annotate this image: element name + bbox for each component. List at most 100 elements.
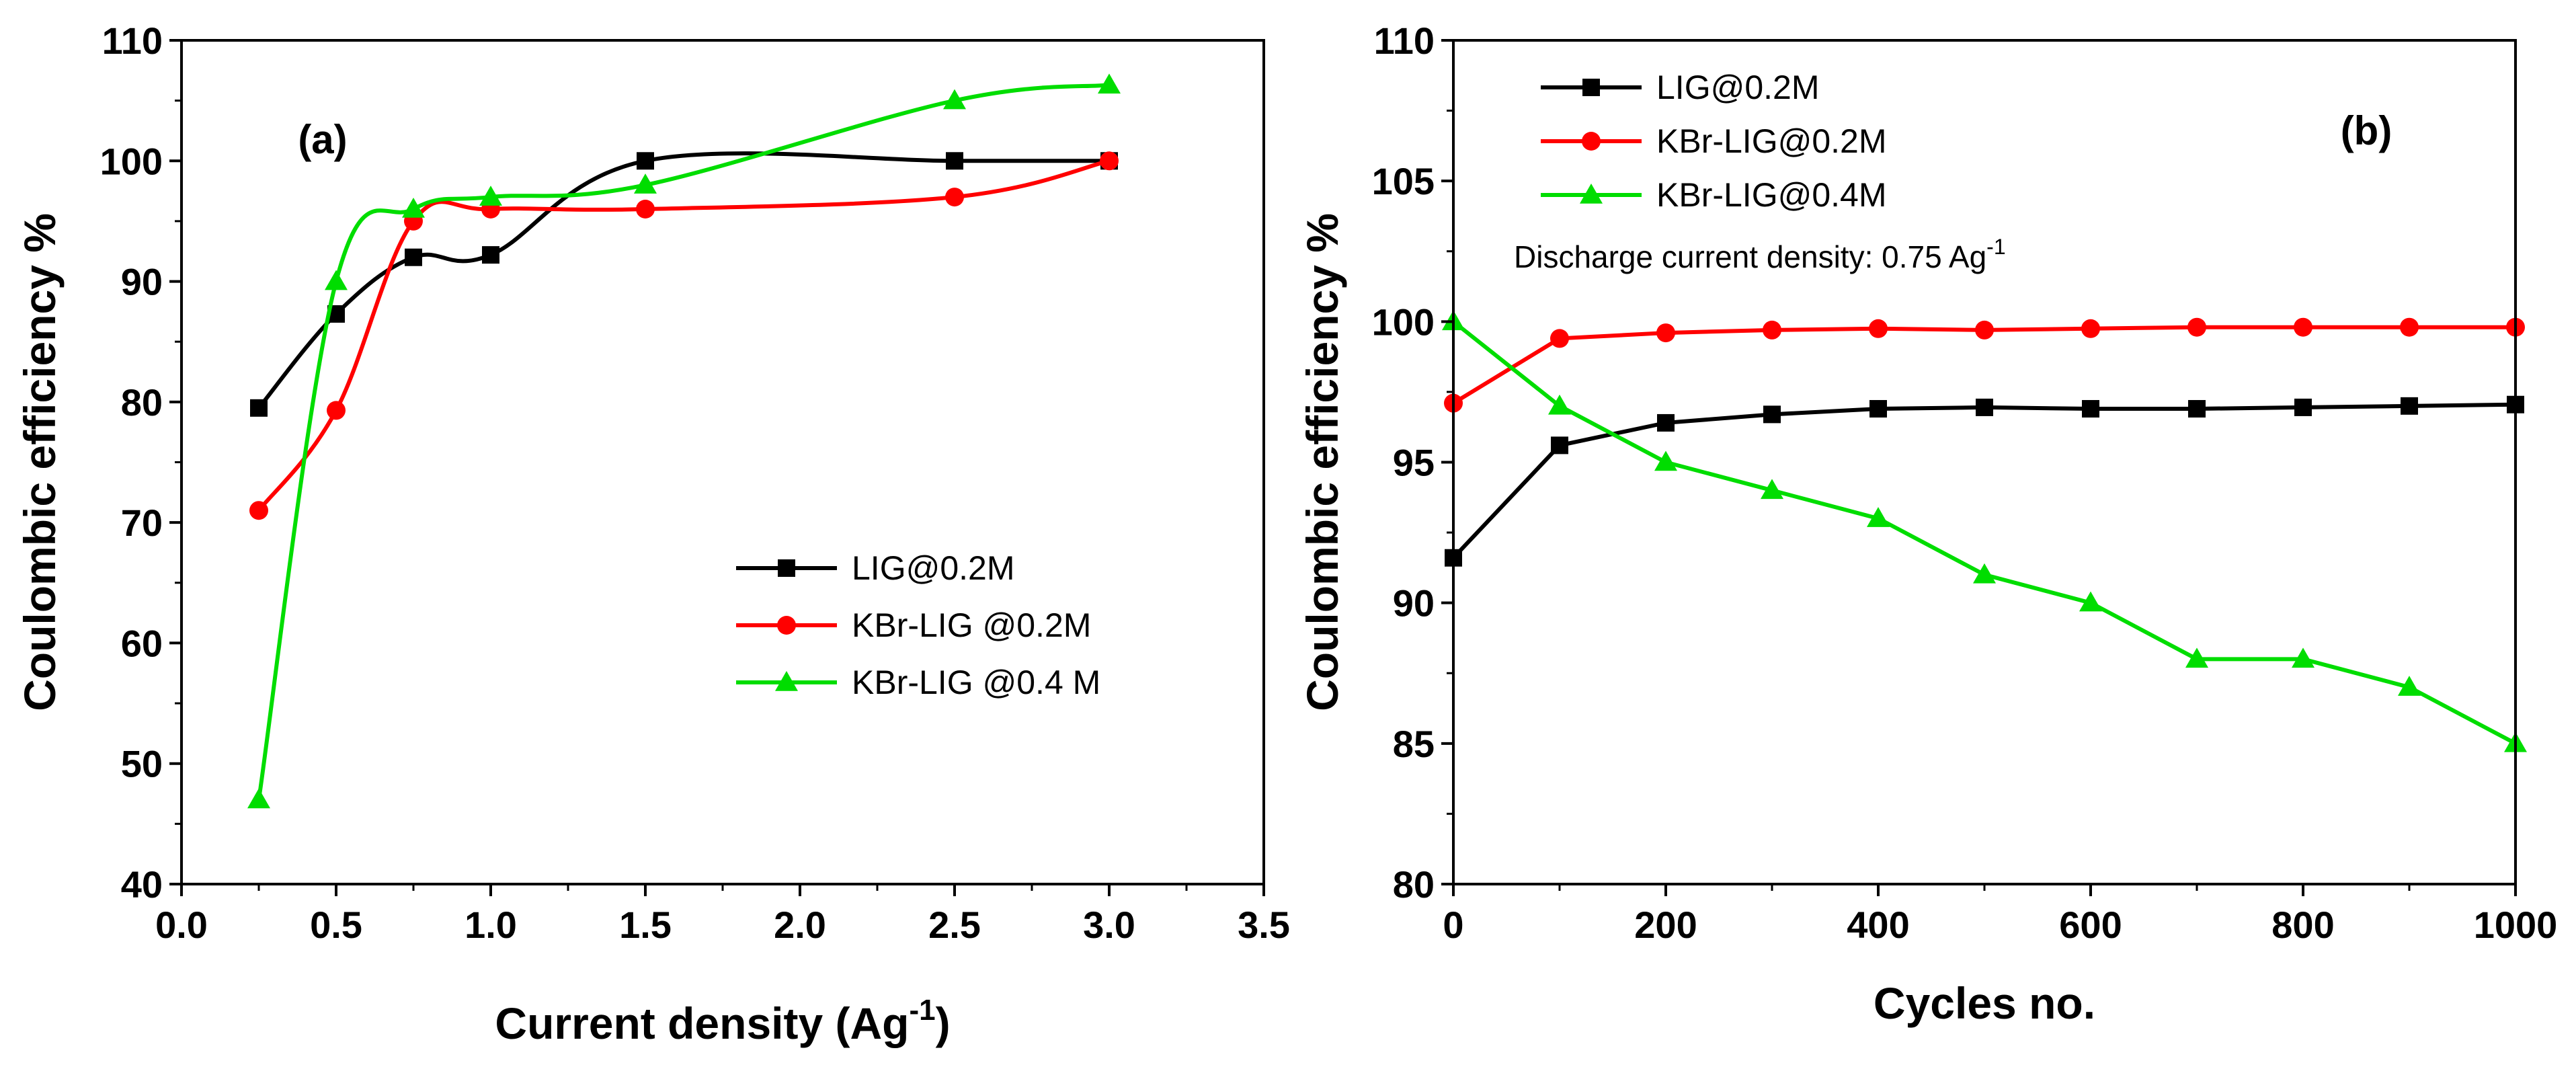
panel-a-chart: 0.0 0.5 1.0 1.5 2.0 2.5 3.0 3.5 40 50 60 70 80 90 100 1… (15, 19, 1290, 1048)
panel-a-legend-label: KBr-LIG @0.2M (852, 606, 1091, 644)
panel-a-ticks: 0.0 0.5 1.0 1.5 2.0 2.5 3.0 3.5 40 50 60 70 80 90 100 1… (100, 19, 1290, 946)
panel-b-legend-swatch-marker (1582, 79, 1600, 96)
panel-a-series-1-point (946, 152, 963, 170)
panel-a-x-tick-label: 0.0 (155, 904, 208, 946)
panel-a-y-axis-title: Coulombic efficiency % (15, 213, 65, 711)
panel-b-annotation-main: Discharge current density: 0.75 Ag (1514, 239, 1986, 274)
panel-b-series-3-point (1973, 563, 1996, 584)
panel-b-y-tick-label: 90 (1393, 582, 1435, 625)
panel-b-series-2-point (1550, 329, 1569, 348)
panel-b-series-3-point (1867, 507, 1890, 527)
panel-b-series-2-point (2294, 317, 2312, 337)
panel-b-series-1-point (1976, 398, 1993, 416)
panel-b-series-2 (1444, 317, 2525, 413)
panel-a-legend-label: LIG@0.2M (852, 549, 1015, 587)
panel-b-legend-item: KBr-LIG@0.4M (1541, 176, 1887, 214)
panel-a-x-tick-label: 0.5 (310, 904, 362, 946)
panel-a-series-3-line (257, 83, 1110, 800)
panel-a-legend: LIG@0.2M KBr-LIG @0.2M KBr-LIG @0.4 M (736, 549, 1100, 701)
panel-b-series-3-point (2292, 647, 2315, 668)
panel-a-legend-label: KBr-LIG @0.4 M (852, 664, 1100, 701)
panel-b-legend-label: LIG@0.2M (1656, 69, 1820, 106)
panel-b-legend-item: KBr-LIG@0.2M (1541, 122, 1887, 160)
panel-a-legend-swatch-marker (777, 616, 796, 635)
panel-b-series-2-point (1763, 320, 1781, 340)
panel-a-y-tick-label: 80 (121, 381, 163, 424)
panel-a-series-1-point (637, 152, 654, 170)
panel-a-y-tick-label: 110 (102, 19, 163, 62)
panel-a-y-tick-label: 60 (121, 622, 163, 664)
panel-b-legend-item: LIG@0.2M (1541, 69, 1820, 106)
panel-b-series-1-point (2401, 397, 2418, 415)
panel-a-series (247, 73, 1121, 809)
panel-a-series-3-point (943, 89, 966, 110)
panel-a-y-tick-label: 40 (121, 863, 163, 906)
panel-b-series-2-point (1656, 323, 1675, 343)
panel-a-x-tick-label: 2.0 (774, 904, 826, 946)
panel-b-x-tick-label: 0 (1443, 904, 1463, 946)
panel-b-x-tick-label: 800 (2271, 904, 2334, 946)
panel-b-y-tick-label: 105 (1372, 160, 1435, 202)
panel-a-x-axis-title: Current density (Ag-1) (495, 994, 950, 1048)
panel-b-series-3-point (1548, 394, 1571, 415)
panel-b-series-1-point (1763, 405, 1781, 424)
panel-a-x-tick-label: 3.0 (1083, 904, 1135, 946)
panel-b-annotation-sup: -1 (1986, 235, 2005, 259)
panel-b-series-1-point (1551, 436, 1568, 454)
panel-a-legend-item: LIG@0.2M (736, 549, 1015, 587)
panel-b-y-tick-label: 110 (1374, 19, 1435, 62)
panel-a-y-tick-label: 100 (100, 140, 163, 182)
panel-a-legend-swatch-marker (778, 559, 795, 577)
panel-b-series-1-point (1657, 413, 1675, 432)
panel-b-series-3-point (2398, 676, 2421, 696)
panel-b-legend: LIG@0.2M KBr-LIG@0.2M KBr-LIG@0.4M (1541, 69, 1887, 214)
panel-a-y-tick-label: 90 (121, 261, 163, 303)
panel-b-y-tick-label: 80 (1393, 863, 1435, 906)
panel-b-series-3-point (1654, 450, 1677, 471)
panel-b-series-2-point (2187, 317, 2206, 337)
panel-b-series-3-point (2185, 647, 2208, 668)
panel-b-series-3-point (1761, 479, 1783, 500)
panel-a-plot-frame (180, 39, 1265, 885)
panel-b-legend-swatch-marker (1582, 132, 1601, 151)
panel-b-x-tick-label: 200 (1634, 904, 1697, 946)
panel-a-x-axis-title-main: Current density (Ag (495, 998, 909, 1048)
panel-a-x-axis-title-end: ) (936, 998, 951, 1048)
panel-b-chart: 0 200 400 600 800 1000 80 85 90 95 100 105 110 (b) C… (1297, 19, 2557, 1028)
panel-a-series-2-point (945, 188, 964, 207)
panel-a-x-tick-label: 3.5 (1238, 904, 1290, 946)
panel-a-series-3-point (634, 173, 657, 194)
panel-b-series-1-point (2188, 400, 2206, 418)
panel-a-series-2-point (636, 200, 655, 219)
panel-a-series-2-point (1100, 151, 1119, 171)
panel-b-series-3 (1442, 310, 2527, 752)
panel-a-series-1-point (405, 248, 422, 266)
panel-b-series-1-point (1869, 400, 1887, 418)
panel-a-series-1-point (482, 246, 499, 264)
panel-b-ticks: 0 200 400 600 800 1000 80 85 90 95 100 105 110 (1372, 19, 2558, 946)
panel-a-series-1-point (250, 399, 268, 417)
panel-b-series-3-point (2079, 591, 2102, 612)
panel-b-y-tick-label: 85 (1393, 723, 1435, 765)
panel-b-plot-frame (1452, 39, 2517, 885)
panel-b-legend-label: KBr-LIG@0.2M (1656, 122, 1887, 160)
panel-b-series-1-point (2082, 400, 2099, 418)
panel-a-x-tick-label: 1.0 (465, 904, 517, 946)
panel-a-series-3-point (1098, 73, 1121, 94)
panel-b-series-2-point (2400, 317, 2419, 337)
panel-a-series-3 (247, 73, 1121, 809)
panel-a-series-3-point (247, 788, 270, 809)
panel-b-x-tick-label: 600 (2059, 904, 2122, 946)
panel-a-series-3-point (325, 270, 348, 290)
panel-a-x-tick-label: 2.5 (928, 904, 981, 946)
panel-a-series-2-point (327, 401, 346, 420)
panel-a-y-tick-label: 70 (121, 502, 163, 544)
panel-a-label: (a) (298, 117, 347, 162)
panel-b-y-axis-title: Coulombic efficiency % (1297, 213, 1347, 711)
panel-b-series-2-point (1869, 319, 1888, 338)
panel-b-legend-label: KBr-LIG@0.4M (1656, 176, 1887, 214)
panel-b-x-tick-label: 1000 (2474, 904, 2558, 946)
panel-b-series-2-point (2081, 319, 2100, 338)
panel-a-legend-swatch-marker (775, 671, 798, 691)
panel-b-series-1 (1445, 395, 2524, 567)
